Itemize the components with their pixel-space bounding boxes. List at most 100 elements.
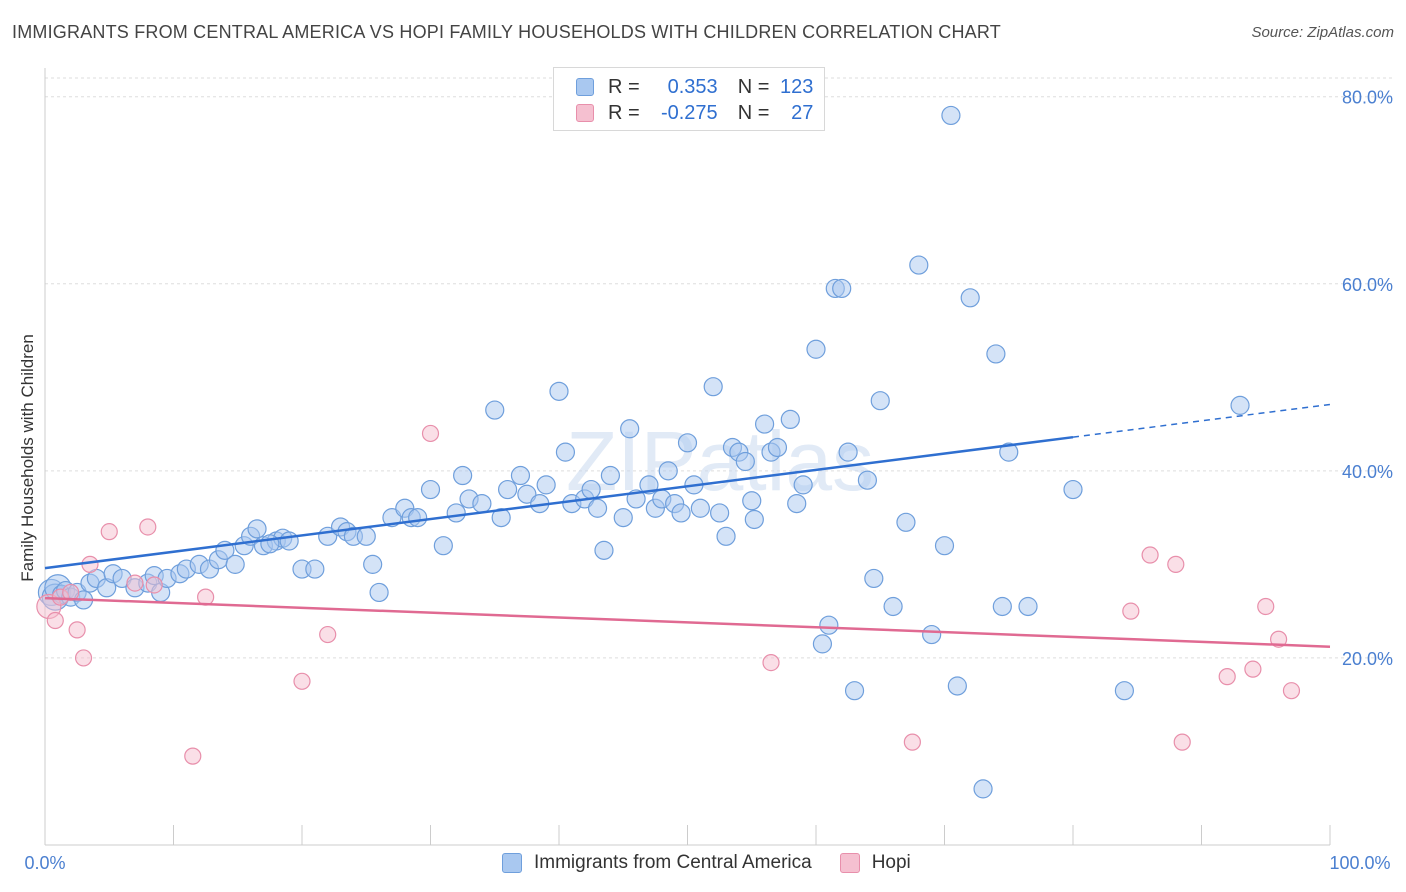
series-pink-points	[36, 424, 1301, 765]
data-point-blue	[806, 339, 826, 359]
data-point-blue	[780, 409, 800, 430]
data-point-blue	[620, 419, 640, 439]
y-axis-label: Family Households with Children	[18, 334, 37, 582]
data-point-blue	[1018, 596, 1038, 617]
data-point-blue	[735, 451, 755, 472]
data-point-blue	[420, 479, 441, 500]
bottom-legend-item-pink: Hopi	[839, 852, 911, 874]
data-point-blue	[690, 498, 710, 518]
data-point-blue	[960, 288, 980, 308]
data-point-blue	[787, 493, 807, 514]
axis-layer: 20.0% 40.0% 60.0% 80.0% 0.0% 100.0%	[24, 68, 1393, 873]
bottom-legend-item-blue: Immigrants from Central America	[502, 852, 812, 874]
legend-n-label: N =	[737, 75, 770, 98]
data-point-pink	[1282, 682, 1301, 700]
data-point-pink	[1173, 733, 1191, 751]
data-point-pink	[1167, 555, 1185, 573]
legend-row-pink: R = -0.275 N = 27	[576, 101, 813, 125]
data-point-blue	[587, 498, 608, 518]
data-point-blue	[986, 344, 1006, 364]
data-point-blue	[1230, 395, 1250, 415]
data-point-pink	[1269, 630, 1288, 648]
data-point-blue	[754, 414, 775, 434]
data-point-blue	[767, 437, 788, 458]
data-point-blue	[453, 465, 473, 486]
data-point-pink	[68, 621, 86, 639]
data-point-pink	[100, 523, 118, 541]
data-point-blue	[844, 681, 865, 701]
trend-line-blue-extension	[1072, 403, 1331, 438]
data-point-pink	[46, 611, 64, 630]
data-point-blue	[703, 377, 723, 397]
trend-layer	[44, 403, 1331, 648]
data-point-blue	[1114, 681, 1135, 701]
data-point-blue	[812, 634, 833, 654]
legend-r-label: R =	[608, 101, 640, 124]
data-point-blue	[677, 433, 698, 453]
data-point-blue	[433, 536, 453, 556]
data-point-pink	[1257, 597, 1275, 616]
bottom-legend-swatch-blue	[502, 853, 522, 873]
data-point-blue	[555, 442, 576, 462]
data-point-blue	[992, 596, 1012, 617]
data-point-blue	[594, 540, 614, 560]
data-point-blue	[793, 475, 813, 495]
data-point-blue	[947, 676, 967, 696]
data-point-pink	[903, 733, 921, 751]
data-point-blue	[279, 531, 299, 551]
data-point-blue	[941, 105, 961, 126]
data-point-pink	[1218, 668, 1236, 686]
y-tick-label: 40.0%	[1342, 462, 1393, 482]
data-point-blue	[934, 536, 955, 556]
data-point-pink	[319, 625, 337, 644]
data-point-blue	[857, 470, 878, 490]
data-point-blue	[581, 479, 601, 500]
data-point-blue	[446, 503, 466, 523]
legend-r-value: -0.275	[660, 101, 718, 124]
watermark: ZIPatlas	[566, 414, 874, 508]
data-point-blue	[305, 559, 325, 579]
data-point-blue	[472, 493, 492, 514]
chart-title: IMMIGRANTS FROM CENTRAL AMERICA VS HOPI …	[12, 22, 1001, 42]
data-point-blue	[832, 278, 852, 299]
data-point-blue	[819, 615, 839, 635]
legend-n-value: 123	[780, 75, 814, 98]
grid-layer	[45, 77, 1392, 659]
legend-r-value: 0.353	[667, 75, 718, 98]
data-point-blue	[536, 475, 556, 495]
data-point-pink	[74, 649, 93, 667]
data-point-blue	[999, 442, 1019, 462]
data-point-blue	[658, 461, 678, 481]
legend-r-label: R =	[608, 75, 640, 98]
data-point-blue	[710, 503, 730, 523]
data-point-blue	[517, 484, 537, 504]
data-point-blue	[864, 568, 884, 589]
data-point-pink	[184, 747, 202, 765]
data-point-blue	[613, 508, 633, 528]
data-point-blue	[742, 491, 762, 511]
data-point-blue	[716, 526, 736, 546]
source-note: Source: ZipAtlas.com	[1251, 24, 1394, 41]
data-point-blue	[896, 512, 916, 532]
legend-n-label: N =	[737, 101, 770, 124]
data-point-blue	[498, 479, 518, 500]
legend: R = 0.353 N = 123 R = -0.275 N = 27	[553, 67, 825, 131]
data-point-pink	[421, 424, 440, 443]
y-tick-label: 80.0%	[1342, 88, 1393, 108]
data-point-pink	[1141, 546, 1159, 564]
data-point-pink	[293, 672, 311, 690]
data-point-blue	[491, 508, 511, 528]
data-point-blue	[922, 624, 942, 645]
data-point-pink	[62, 583, 80, 602]
legend-n-value: 27	[791, 101, 814, 124]
data-point-blue	[973, 779, 993, 799]
data-point-blue	[485, 400, 505, 420]
bottom-legend-swatch-pink	[839, 853, 860, 873]
data-point-blue	[356, 526, 376, 546]
data-point-pink	[145, 576, 163, 594]
data-point-pink	[1122, 602, 1140, 620]
y-tick-label: 60.0%	[1342, 275, 1393, 295]
legend-row-blue: R = 0.353 N = 123	[576, 75, 813, 99]
data-point-blue	[549, 381, 569, 401]
data-point-blue	[369, 582, 389, 603]
